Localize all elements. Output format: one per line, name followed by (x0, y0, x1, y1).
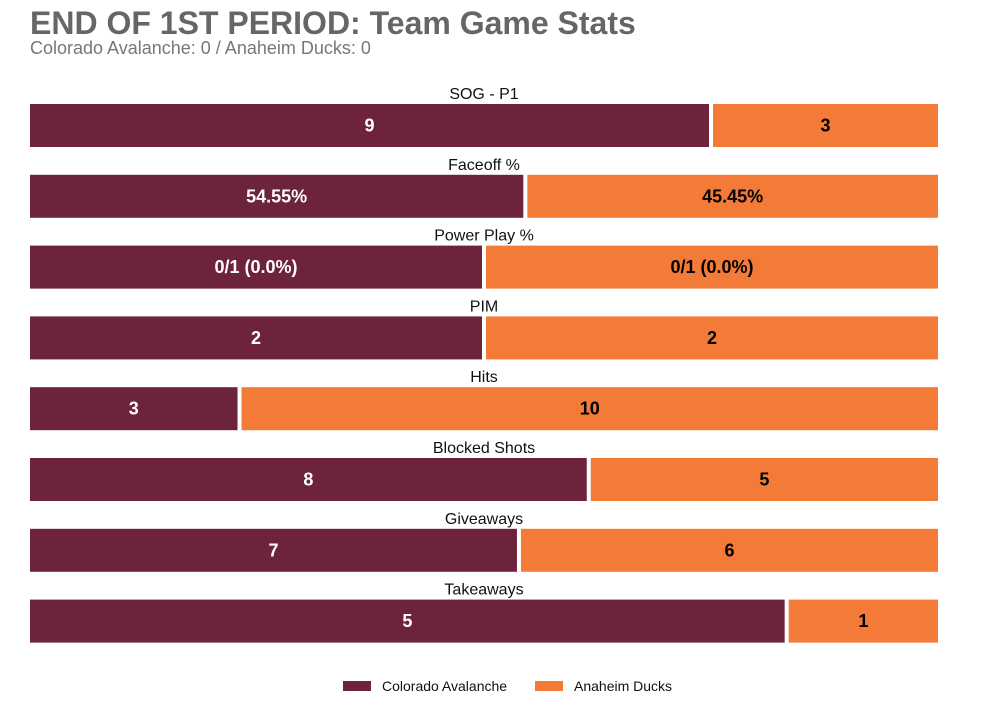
value-label-anaheim-ducks-sog-p1: 3 (820, 116, 830, 136)
value-label-colorado-avalanche-blocked-shots: 8 (303, 470, 313, 490)
bar-colorado-avalanche-power-play (30, 245, 482, 289)
value-label-colorado-avalanche-faceoff: 54.55% (246, 186, 307, 206)
stats-chart: SOG - P1 9 3 Faceoff % 54.55% 45.45% Power Pla… (30, 86, 939, 643)
value-label-anaheim-ducks-pim: 2 (707, 328, 717, 348)
value-label-colorado-avalanche-giveaways: 7 (268, 540, 278, 560)
legend-swatch-colorado-avalanche (343, 681, 371, 691)
bar-anaheim-ducks-power-play (486, 245, 938, 289)
chart-subtitle: Colorado Avalanche: 0 / Anaheim Ducks: 0 (30, 38, 371, 58)
value-label-colorado-avalanche-pim: 2 (251, 328, 261, 348)
category-label-takeaways: Takeaways (444, 582, 523, 599)
legend-label-anaheim-ducks: Anaheim Ducks (574, 678, 673, 694)
value-label-colorado-avalanche-takeaways: 5 (402, 611, 412, 631)
bar-anaheim-ducks-faceoff (527, 174, 938, 218)
category-label-faceoff: Faceoff % (448, 157, 520, 174)
legend-swatch-anaheim-ducks (535, 681, 563, 691)
value-label-anaheim-ducks-hits: 10 (580, 399, 600, 419)
bar-colorado-avalanche-pim (30, 316, 482, 360)
bar-anaheim-ducks-sog-p1 (713, 104, 938, 147)
bar-anaheim-ducks-giveaways (520, 528, 938, 572)
value-label-anaheim-ducks-blocked-shots: 5 (759, 470, 769, 490)
value-label-anaheim-ducks-faceoff: 45.45% (702, 186, 763, 206)
legend-item-anaheim-ducks: Anaheim Ducks (535, 676, 672, 696)
value-label-anaheim-ducks-power-play: 0/1 (0.0%) (670, 257, 753, 277)
category-label-sog-p1: SOG - P1 (449, 86, 518, 103)
bar-colorado-avalanche-blocked-shots (30, 458, 587, 501)
value-label-anaheim-ducks-giveaways: 6 (724, 540, 734, 560)
chart-title: END OF 1ST PERIOD: Team Game Stats (30, 5, 636, 41)
bar-colorado-avalanche-takeaways (30, 599, 785, 643)
value-label-anaheim-ducks-takeaways: 1 (858, 611, 868, 631)
value-label-colorado-avalanche-power-play: 0/1 (0.0%) (214, 257, 297, 277)
legend-label-colorado-avalanche: Colorado Avalanche (382, 678, 508, 694)
category-label-giveaways: Giveaways (445, 511, 523, 528)
category-label-hits: Hits (470, 369, 498, 386)
bar-anaheim-ducks-hits (241, 387, 939, 431)
value-label-colorado-avalanche-sog-p1: 9 (364, 116, 374, 136)
bar-colorado-avalanche-sog-p1 (30, 104, 709, 147)
bar-anaheim-ducks-pim (486, 316, 938, 360)
bar-anaheim-ducks-blocked-shots (590, 458, 938, 501)
category-label-power-play: Power Play % (434, 228, 534, 245)
bar-colorado-avalanche-faceoff (30, 174, 524, 218)
legend-item-colorado-avalanche: Colorado Avalanche (343, 676, 507, 696)
category-label-pim: PIM (470, 298, 498, 315)
chart-legend: Colorado Avalanche Anaheim Ducks (0, 676, 993, 696)
bar-colorado-avalanche-giveaways (30, 528, 517, 572)
bar-anaheim-ducks-takeaways (788, 599, 938, 643)
category-label-blocked-shots: Blocked Shots (433, 440, 535, 457)
value-label-colorado-avalanche-hits: 3 (129, 399, 139, 419)
bar-colorado-avalanche-hits (30, 387, 238, 431)
